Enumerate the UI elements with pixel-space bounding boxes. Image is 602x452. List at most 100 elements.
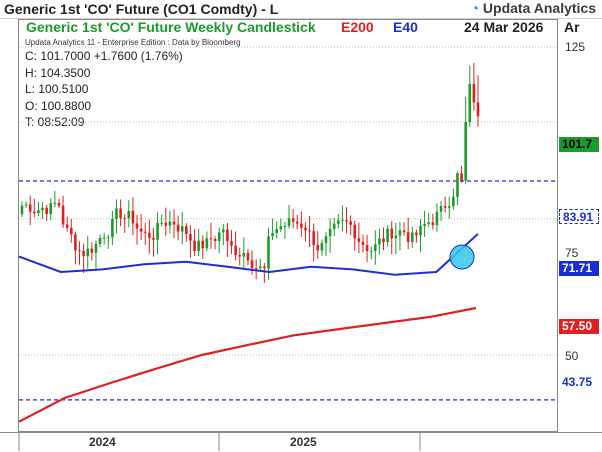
e200-price-label: 57.50 xyxy=(559,319,599,334)
candle-body xyxy=(205,238,209,249)
candle-body xyxy=(263,266,266,269)
candle-body xyxy=(250,260,254,269)
chart-title: Generic 1st 'CO' Future Weekly Candlesti… xyxy=(26,19,316,35)
candle-body xyxy=(172,221,176,225)
candle-body xyxy=(119,208,122,219)
candle-body xyxy=(357,238,361,242)
candle-body xyxy=(443,206,447,208)
candle-body xyxy=(423,223,426,226)
low-readout: L: 100.5100 xyxy=(25,82,89,96)
close-readout: C: 101.7000 +1.7600 (1.76%) xyxy=(25,49,183,63)
candle-body xyxy=(427,222,431,224)
candle-body xyxy=(369,250,373,252)
brand-logo: ◔ Updata Analytics xyxy=(471,0,596,16)
candle-body xyxy=(406,232,410,242)
candle-body xyxy=(456,173,459,197)
candle-body xyxy=(201,240,205,249)
candle-body xyxy=(275,229,279,233)
candle-body xyxy=(82,251,85,257)
candle-body xyxy=(328,228,332,237)
candle-body xyxy=(464,122,467,181)
y-tick-label: 125 xyxy=(565,40,586,54)
candle-body xyxy=(353,224,357,239)
window-title: Generic 1st 'CO' Future (CO1 Comdty) - L xyxy=(4,1,279,17)
legend-e200[interactable]: E200 xyxy=(341,19,374,35)
candle-body xyxy=(230,241,233,246)
candle-body xyxy=(221,229,225,233)
candle-body xyxy=(94,243,98,253)
candle-body xyxy=(33,211,36,214)
candle-body xyxy=(447,206,451,208)
chart-date: 24 Mar 2026 xyxy=(464,19,544,35)
legend-e40[interactable]: E40 xyxy=(393,19,418,35)
candle-body xyxy=(468,83,472,123)
candle-body xyxy=(452,196,455,207)
window-title-bar: Generic 1st 'CO' Future (CO1 Comdty) - L… xyxy=(0,0,602,19)
level-price-label: 43.75 xyxy=(559,375,599,390)
candle-body xyxy=(341,219,344,221)
candle-body xyxy=(415,232,418,236)
candle-body xyxy=(131,210,135,224)
candle-body xyxy=(69,227,73,235)
candle-body xyxy=(291,218,295,222)
x-axis: 2024 2025 xyxy=(0,432,602,452)
candle-body xyxy=(472,83,476,103)
candle-body xyxy=(209,238,213,240)
candle-body xyxy=(324,236,328,244)
candle-body xyxy=(193,240,196,252)
candle-body xyxy=(20,205,24,215)
candle-body xyxy=(267,236,270,269)
candle-body xyxy=(439,206,443,212)
candle-body xyxy=(226,229,229,242)
candle-body xyxy=(213,239,217,242)
candle-body xyxy=(365,245,369,252)
last-price-label: 101.7 xyxy=(559,137,599,152)
x-tick-label: 2024 xyxy=(89,435,116,449)
candle-body xyxy=(98,237,102,244)
candle-body xyxy=(176,224,180,232)
candle-body xyxy=(86,248,90,257)
candle-body xyxy=(373,244,377,251)
candle-body xyxy=(189,234,192,241)
candle-body xyxy=(57,202,61,206)
candle-body xyxy=(283,225,287,227)
candle-body xyxy=(382,238,385,243)
x-tick-label: 2025 xyxy=(290,435,317,449)
candle-body xyxy=(246,252,250,261)
logo-icon: ◔ xyxy=(470,0,480,16)
candle-body xyxy=(123,218,127,220)
candle-body xyxy=(476,102,480,117)
brand-name: Updata Analytics xyxy=(482,0,596,16)
time-readout: T: 08:52:09 xyxy=(25,115,85,129)
data-source-line: Updata Analytics 11 - Enterprise Edition… xyxy=(25,38,241,47)
candle-body xyxy=(185,226,188,235)
candle-body xyxy=(394,235,398,239)
candle-body xyxy=(74,234,77,251)
candle-body xyxy=(49,203,53,215)
candle-body xyxy=(152,237,155,240)
e40-line xyxy=(18,233,479,276)
candle-body xyxy=(460,173,463,181)
level-price-label: 83.91 xyxy=(559,209,599,224)
candle-body xyxy=(345,219,348,222)
candle-body xyxy=(45,207,48,215)
highlight-circle xyxy=(449,244,475,270)
candle-body xyxy=(61,205,65,225)
candle-body xyxy=(156,222,159,240)
candle-body xyxy=(106,237,110,239)
candle-body xyxy=(37,210,40,214)
candle-body xyxy=(135,223,139,229)
candle-body xyxy=(24,204,28,206)
candle-body xyxy=(65,224,69,228)
chart-header: Generic 1st 'CO' Future Weekly Candlesti… xyxy=(26,19,543,37)
candle-body xyxy=(300,223,303,228)
candle-body xyxy=(378,238,381,245)
candle-body xyxy=(90,248,94,253)
candle-body xyxy=(180,226,184,232)
candle-body xyxy=(102,237,106,239)
candle-body xyxy=(271,232,274,237)
y-tick-label: 75 xyxy=(565,246,579,260)
candle-body xyxy=(361,241,365,246)
candle-body xyxy=(111,218,114,238)
